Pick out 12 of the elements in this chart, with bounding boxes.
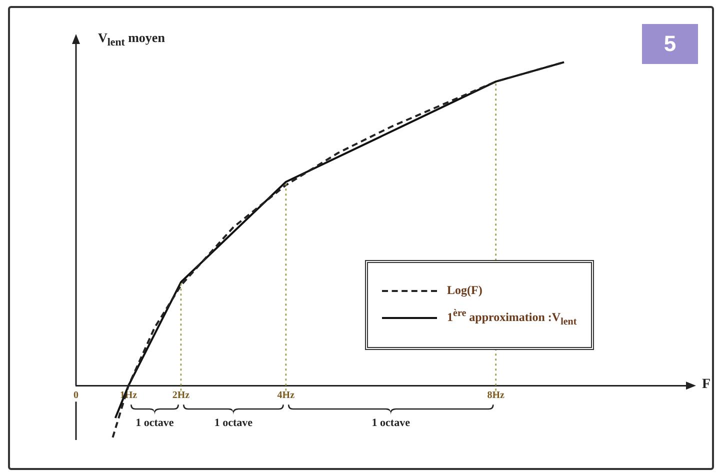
x-tick-label: 4Hz: [277, 390, 296, 402]
y-axis-title: V$_{lent}$ moyen: [98, 30, 165, 49]
annotation: 1 octave: [214, 417, 253, 429]
x-tick-label: 2Hz: [172, 390, 190, 402]
legend-label: Log(F): [447, 283, 482, 298]
legend-label: 1$^{ère}$ approximation :V$_{lent}$: [447, 308, 577, 328]
annotation: 1 octave: [372, 417, 410, 429]
x-axis-title: F: [702, 376, 711, 393]
chart-title: 5: [642, 24, 698, 64]
annotation: 1 octave: [136, 417, 174, 429]
x-tick-label: 0: [74, 390, 78, 402]
x-tick-label: 8Hz: [487, 390, 505, 402]
